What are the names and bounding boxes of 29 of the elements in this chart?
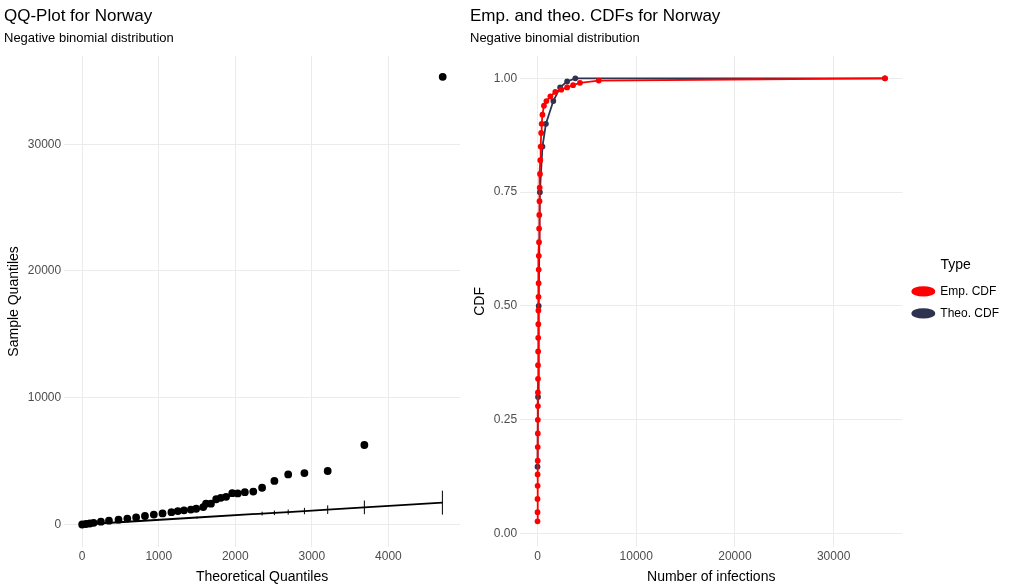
x-tick-label: 10000 bbox=[619, 549, 654, 564]
y-tick-label: 0.25 bbox=[493, 412, 518, 427]
x-tick-label: 3000 bbox=[298, 549, 326, 564]
chart-subtitle: Negative binomial distribution bbox=[4, 29, 174, 45]
y-tick-label: 10000 bbox=[27, 390, 62, 405]
legend-title: Type bbox=[940, 256, 972, 273]
y-tick-label: 30000 bbox=[27, 136, 62, 151]
y-tick-label: 1.00 bbox=[493, 70, 518, 85]
y-tick-label: 0.75 bbox=[493, 184, 518, 199]
y-tick-label: 20000 bbox=[27, 263, 62, 278]
x-tick-label: 20000 bbox=[718, 549, 752, 564]
chart-title: Emp. and theo. CDFs for Norway bbox=[470, 5, 721, 25]
y-axis-title: Sample Quantiles bbox=[5, 246, 22, 357]
y-tick-label: 0 bbox=[54, 516, 62, 531]
x-tick-label: 1000 bbox=[145, 549, 173, 564]
y-tick-label: 0.50 bbox=[493, 298, 518, 313]
y-tick-label: 0.00 bbox=[493, 525, 518, 540]
x-tick-label: 0 bbox=[78, 549, 86, 564]
chart-title: QQ-Plot for Norway bbox=[4, 5, 153, 25]
legend-label: Emp. CDF bbox=[940, 283, 997, 298]
x-tick-label: 2000 bbox=[221, 549, 249, 564]
x-tick-label: 0 bbox=[534, 549, 542, 564]
legend-label: Theo. CDF bbox=[940, 305, 1000, 320]
x-axis-title: Theoretical Quantiles bbox=[195, 568, 329, 585]
x-axis-title: Number of infections bbox=[647, 568, 776, 585]
chart-subtitle: Negative binomial distribution bbox=[470, 29, 640, 45]
x-tick-label: 4000 bbox=[375, 549, 403, 564]
y-axis-title: CDF bbox=[471, 287, 488, 316]
x-tick-label: 30000 bbox=[816, 549, 851, 564]
